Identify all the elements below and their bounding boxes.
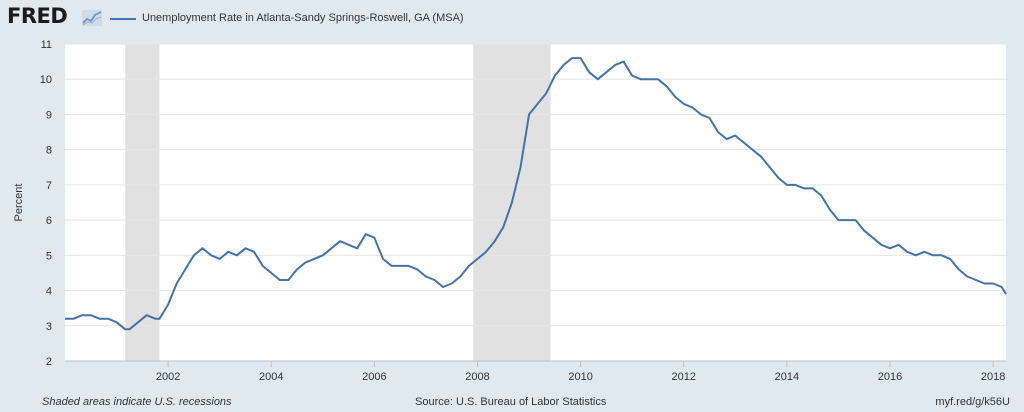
chart-line-icon [82,10,102,26]
source-note[interactable]: Source: U.S. Bureau of Labor Statistics [415,396,607,408]
x-tick-label: 2012 [671,371,695,383]
x-tick-label: 2008 [465,371,489,383]
y-tick-label: 6 [46,215,52,227]
x-tick-label: 2010 [568,371,592,383]
y-tick-label: 8 [46,145,52,157]
x-tick-label: 2018 [981,371,1005,383]
line-chart: 2 3 4 5 6 7 8 9 10 11 2002 2004 2006 2008 2010 2012 201… [13,39,1007,383]
x-tick-label: 2002 [156,371,180,383]
x-tick-label: 2014 [775,371,799,383]
x-tick-label: 2004 [259,371,283,383]
chart-footer: Shaded areas indicate U.S. recessions So… [0,394,1024,412]
y-tick-label: 4 [46,286,52,298]
x-tick-label: 2016 [878,371,902,383]
legend-swatch [110,18,136,20]
y-axis: 2 3 4 5 6 7 8 9 10 11 [40,39,52,368]
y-tick-label: 11 [41,39,52,51]
chart-header: FRED Unemployment Rate in Atlanta-Sandy … [0,0,1024,34]
legend-label[interactable]: Unemployment Rate in Atlanta-Sandy Sprin… [142,12,464,24]
y-tick-label: 2 [46,356,52,368]
y-tick-label: 3 [46,321,52,333]
y-tick-label: 9 [46,109,52,121]
recession-band [125,44,160,361]
y-tick-label: 7 [46,180,52,192]
fred-logo[interactable]: FRED [7,4,68,28]
short-link[interactable]: myf.red/g/k56U [935,396,1010,408]
x-tick-label: 2006 [362,371,386,383]
y-tick-label: 5 [46,250,52,262]
y-tick-label: 10 [40,74,52,86]
series-line[interactable] [65,57,1007,331]
recession-note: Shaded areas indicate U.S. recessions [42,396,232,408]
x-axis: 2002 2004 2006 2008 2010 2012 2014 2016 2018 [156,361,1005,383]
y-axis-label: Percent [13,184,25,222]
